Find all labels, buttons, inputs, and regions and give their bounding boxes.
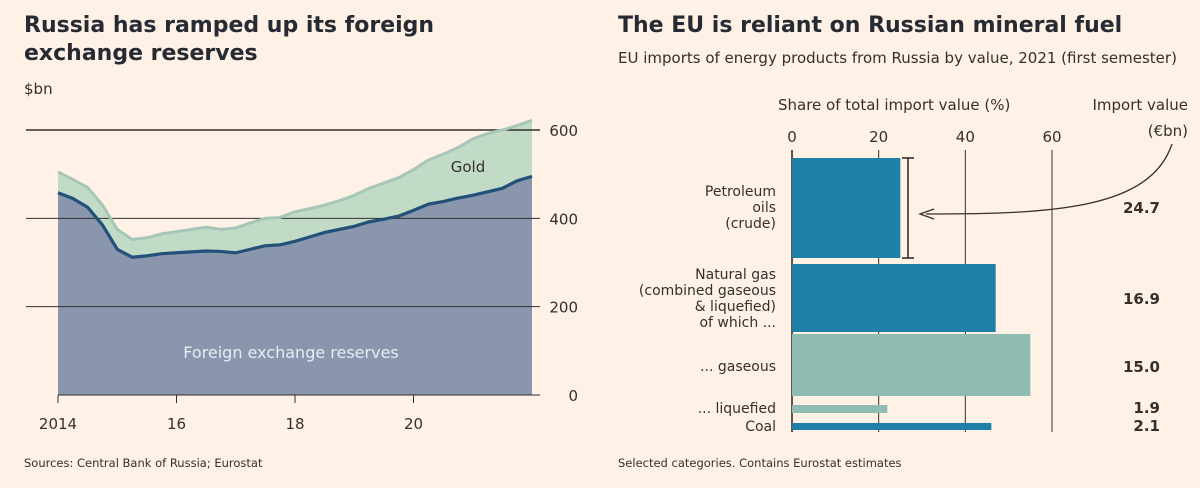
import-value-label: 16.9	[1123, 290, 1160, 308]
category-label: Petroleum	[705, 184, 776, 200]
left-chart-title: Russia has ramped up its foreign exchang…	[24, 13, 435, 66]
y-tick-label: 400	[549, 210, 578, 228]
bar-1	[792, 264, 996, 332]
category-label: ... gaseous	[700, 359, 776, 375]
right-chart-panel: The EU is reliant on Russian mineral fue…	[590, 0, 1200, 488]
x-tick-label: 16	[167, 415, 186, 433]
gold-area-label: Gold	[451, 158, 486, 176]
right-chart-subtitle: EU imports of energy products from Russi…	[618, 49, 1177, 67]
annotation-arrow	[925, 143, 1173, 215]
fx-reserves-chart: 0 200 400 600 2014 16 18 20 Gold Foreign exchange…	[26, 118, 578, 433]
category-label: of which ...	[699, 315, 776, 331]
category-label: (crude)	[725, 216, 776, 232]
x-tick-label: 0	[787, 128, 797, 146]
right-note: Selected categories. Contains Eurostat e…	[618, 456, 902, 470]
x-tick-label: 18	[285, 415, 304, 433]
gold-series-line	[57, 118, 533, 242]
y-tick-label: 0	[568, 387, 578, 405]
import-value-label: 24.7	[1123, 199, 1160, 217]
y-tick-label: 200	[549, 299, 578, 317]
import-value-header: Import value	[1092, 96, 1188, 114]
category-label: Coal	[745, 419, 776, 435]
gold-area	[58, 120, 532, 258]
right-chart-title: The EU is reliant on Russian mineral fue…	[618, 13, 1123, 38]
category-label: Natural gas	[695, 267, 776, 283]
left-source-note: Sources: Central Bank of Russia; Eurosta…	[24, 456, 263, 470]
import-value-label: 15.0	[1123, 358, 1160, 376]
x-tick-label: 60	[1042, 128, 1061, 146]
fx-reserves-area	[58, 176, 532, 395]
x-tick-label: 20	[869, 128, 888, 146]
import-value-unit: (€bn)	[1148, 122, 1188, 140]
bar-0	[792, 158, 901, 258]
share-axis-title: Share of total import value (%)	[778, 96, 1010, 114]
category-label: ... liquefied	[698, 401, 776, 417]
category-label: oils	[752, 200, 776, 216]
category-label: & liquefied)	[695, 299, 776, 315]
x-tick-label: 2014	[39, 415, 77, 433]
fx-reserves-series-line	[57, 174, 533, 259]
fx-area-label: Foreign exchange reserves	[183, 343, 399, 362]
import-value-label: 1.9	[1133, 399, 1160, 417]
eu-imports-chart: Share of total import value (%) Import va…	[639, 96, 1188, 435]
y-tick-label: 600	[549, 122, 578, 140]
annotation-arrowhead	[918, 208, 935, 220]
bar-4	[792, 423, 992, 430]
bar-2	[792, 334, 1031, 396]
category-label: (combined gaseous	[639, 283, 776, 299]
left-y-unit-label: $bn	[24, 80, 53, 98]
x-tick-label: 40	[956, 128, 975, 146]
left-chart-panel: Russia has ramped up its foreign exchang…	[0, 0, 590, 488]
bar-3	[792, 405, 888, 413]
import-value-label: 2.1	[1133, 417, 1160, 435]
x-tick-label: 20	[404, 415, 423, 433]
